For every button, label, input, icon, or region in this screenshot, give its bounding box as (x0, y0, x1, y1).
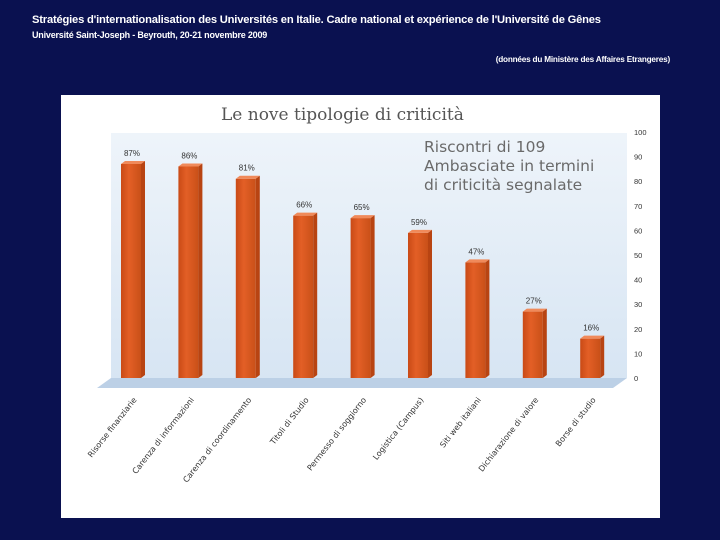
bar-side (370, 215, 375, 378)
y-tick-label: 50 (634, 251, 642, 260)
bar-side (542, 308, 547, 378)
data-label: 59% (411, 218, 427, 227)
data-label: 47% (468, 247, 484, 256)
x-category-label: Risorse finanziarie (86, 396, 138, 460)
x-category-label: Permesso di soggiorno (305, 396, 368, 473)
data-label: 81% (239, 164, 255, 173)
chart-annotation-line: Ambasciate in termini (424, 157, 594, 175)
bar-top (465, 259, 490, 263)
y-tick-label: 100 (634, 128, 647, 137)
y-tick-label: 0 (634, 374, 638, 383)
bar-top (235, 175, 260, 179)
x-category-label: Dichiarazione di valore (477, 396, 541, 474)
bar-top (293, 212, 318, 216)
bar (293, 215, 314, 378)
y-tick-label: 20 (634, 325, 642, 334)
bar-side (255, 175, 260, 378)
bar (580, 338, 601, 378)
bar-top (580, 335, 605, 339)
x-category-label: Borse di studio (554, 396, 598, 449)
bar-side (141, 160, 145, 378)
bar (178, 166, 199, 378)
y-tick-label: 90 (634, 153, 642, 162)
bar-top (408, 229, 432, 233)
data-label: 65% (354, 203, 370, 212)
bar-top (121, 160, 145, 164)
y-tick-label: 70 (634, 202, 642, 211)
x-category-label: Carenza di coordinamento (181, 396, 253, 485)
bar (408, 232, 428, 378)
data-label: 16% (583, 324, 599, 333)
bar (121, 163, 141, 378)
chart-title: Le nove tipologie di criticità (221, 105, 464, 125)
bar-top (522, 308, 547, 312)
bar (235, 178, 256, 378)
slide-subtitle: Université Saint-Joseph - Beyrouth, 20-2… (32, 30, 268, 40)
bar-side (485, 259, 490, 378)
x-category-label: Logistica (Campus) (371, 396, 425, 462)
chart-annotation-line: Riscontri di 109 (424, 138, 545, 156)
bar (522, 311, 543, 378)
bar-side (600, 335, 605, 378)
data-label: 27% (526, 297, 542, 306)
bar-top (350, 215, 375, 219)
y-tick-label: 30 (634, 300, 642, 309)
data-label: 86% (181, 151, 197, 160)
data-label: 66% (296, 201, 312, 210)
bar-side (428, 229, 432, 378)
plot-floor (97, 378, 627, 388)
bar (465, 262, 486, 378)
bar-side (198, 163, 203, 378)
data-label: 87% (124, 149, 140, 158)
x-category-label: Carenza di informazioni (131, 396, 196, 476)
bar-chart: Le nove tipologie di criticità Riscontri … (86, 105, 647, 485)
bar-side (313, 212, 318, 378)
bar-top (178, 163, 203, 167)
y-tick-label: 40 (634, 276, 642, 285)
y-tick-label: 60 (634, 226, 642, 235)
bar (350, 218, 371, 378)
source-note: (données du Ministère des Affaires Etran… (495, 55, 671, 64)
y-tick-label: 10 (634, 349, 642, 358)
chart-annotation-line: di criticità segnalate (424, 176, 582, 194)
chart-image: Le nove tipologie di criticità Riscontri … (61, 95, 660, 518)
x-category-label: Titoli di Studio (268, 396, 311, 447)
slide-title: Stratégies d'internationalisation des Un… (32, 14, 601, 26)
y-tick-label: 80 (634, 177, 642, 186)
x-category-label: Siti web italiani (438, 396, 483, 450)
